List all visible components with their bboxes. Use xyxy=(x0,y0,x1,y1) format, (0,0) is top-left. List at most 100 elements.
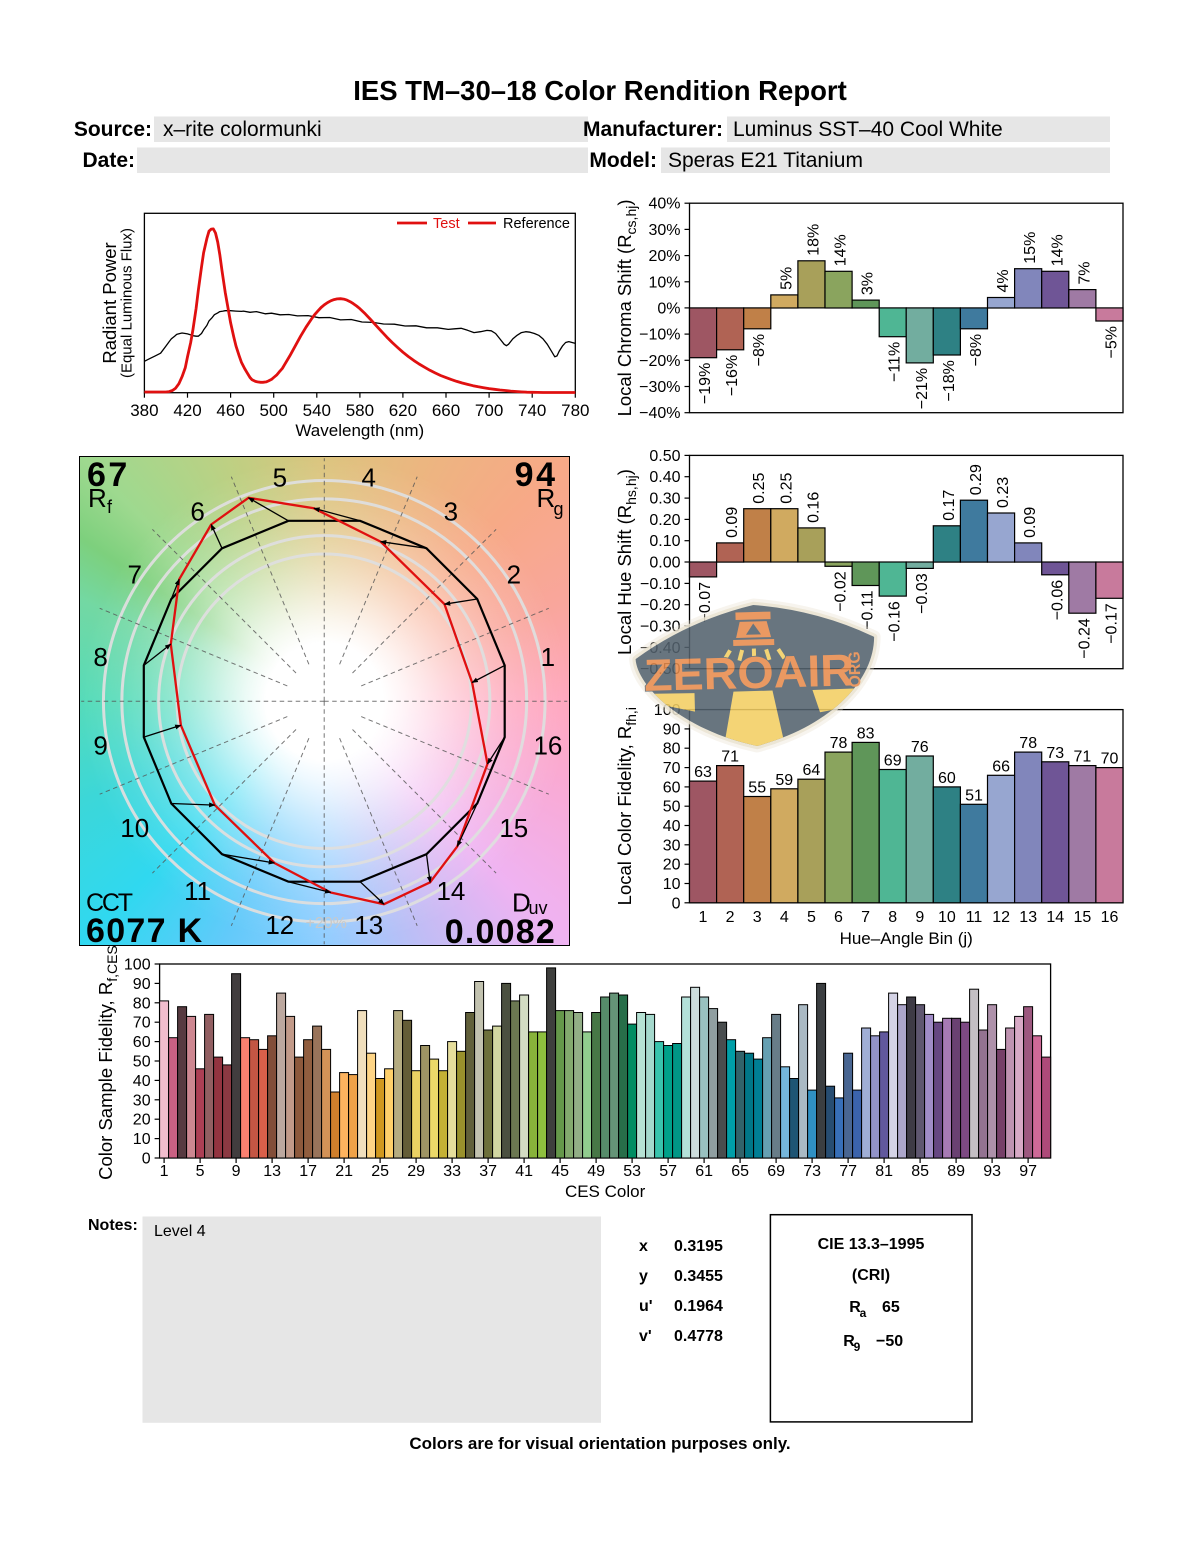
svg-text:18%: 18% xyxy=(805,224,822,256)
svg-text:Wavelength (nm): Wavelength (nm) xyxy=(295,421,424,440)
svg-text:0.30: 0.30 xyxy=(649,491,680,508)
svg-text:(Equal Luminous Flux): (Equal Luminous Flux) xyxy=(119,228,136,378)
svg-text:460: 460 xyxy=(216,401,244,420)
svg-text:−50: −50 xyxy=(876,1333,903,1350)
svg-text:Local Color Fidelity, Rfh,i: Local Color Fidelity, Rfh,i xyxy=(614,707,639,905)
svg-text:Luminus SST–40 Cool White: Luminus SST–40 Cool White xyxy=(733,118,1003,141)
svg-text:−0.06: −0.06 xyxy=(1049,580,1066,621)
svg-text:71: 71 xyxy=(1074,749,1092,766)
svg-text:12: 12 xyxy=(992,909,1010,926)
svg-text:Color Sample Fidelity, Rf,CESi: Color Sample Fidelity, Rf,CESi xyxy=(95,942,120,1180)
svg-text:78: 78 xyxy=(830,735,848,752)
svg-text:17: 17 xyxy=(299,1163,317,1180)
svg-text:90: 90 xyxy=(663,721,681,738)
svg-text:11: 11 xyxy=(184,875,211,905)
svg-text:0.20: 0.20 xyxy=(649,512,680,529)
svg-text:80: 80 xyxy=(663,741,681,758)
svg-text:7%: 7% xyxy=(1076,261,1093,284)
svg-text:−8%: −8% xyxy=(751,334,768,366)
svg-text:71: 71 xyxy=(721,749,739,766)
svg-text:21: 21 xyxy=(335,1163,353,1180)
svg-text:57: 57 xyxy=(659,1163,677,1180)
svg-text:16: 16 xyxy=(1101,909,1119,926)
svg-text:Notes:: Notes: xyxy=(88,1217,138,1234)
svg-text:93: 93 xyxy=(983,1163,1001,1180)
svg-text:60: 60 xyxy=(133,1034,151,1051)
svg-text:20: 20 xyxy=(133,1112,151,1129)
svg-text:a: a xyxy=(860,1306,867,1320)
svg-text:12: 12 xyxy=(265,909,294,939)
svg-text:−0.02: −0.02 xyxy=(833,571,850,612)
svg-text:2: 2 xyxy=(726,909,735,926)
svg-text:8: 8 xyxy=(888,909,897,926)
svg-text:20: 20 xyxy=(663,857,681,874)
svg-text:f: f xyxy=(107,497,113,517)
svg-text:85: 85 xyxy=(911,1163,929,1180)
svg-text:x–rite colormunki: x–rite colormunki xyxy=(163,118,322,141)
svg-text:89: 89 xyxy=(947,1163,965,1180)
svg-text:50: 50 xyxy=(133,1054,151,1071)
svg-text:Colors are for visual orientat: Colors are for visual orientation purpos… xyxy=(409,1434,790,1453)
svg-text:(CRI): (CRI) xyxy=(852,1267,890,1284)
svg-text:0: 0 xyxy=(142,1151,151,1168)
svg-text:15: 15 xyxy=(499,812,528,842)
svg-text:64: 64 xyxy=(803,762,821,779)
svg-text:0.40: 0.40 xyxy=(649,469,680,486)
svg-text:6: 6 xyxy=(834,909,843,926)
svg-text:0.00: 0.00 xyxy=(649,555,680,572)
svg-text:30%: 30% xyxy=(648,222,680,239)
svg-text:69: 69 xyxy=(767,1163,785,1180)
svg-text:5: 5 xyxy=(196,1163,205,1180)
svg-text:9: 9 xyxy=(93,730,107,760)
svg-text:50: 50 xyxy=(663,799,681,816)
svg-text:14: 14 xyxy=(436,875,465,905)
svg-text:14: 14 xyxy=(1046,909,1064,926)
svg-text:61: 61 xyxy=(695,1163,713,1180)
svg-text:5: 5 xyxy=(807,909,816,926)
svg-text:Level 4: Level 4 xyxy=(154,1223,206,1240)
svg-text:−5%: −5% xyxy=(1104,326,1121,358)
svg-text:69: 69 xyxy=(884,753,902,770)
svg-text:41: 41 xyxy=(515,1163,533,1180)
svg-text:30: 30 xyxy=(663,837,681,854)
svg-text:9: 9 xyxy=(854,1340,861,1354)
svg-text:10: 10 xyxy=(120,812,149,842)
svg-text:0.29: 0.29 xyxy=(968,464,985,495)
svg-text:10: 10 xyxy=(938,909,956,926)
svg-text:11: 11 xyxy=(966,909,983,926)
svg-text:78: 78 xyxy=(1019,735,1037,752)
svg-text:6077 K: 6077 K xyxy=(86,912,203,945)
svg-text:40%: 40% xyxy=(648,196,680,213)
svg-text:4: 4 xyxy=(780,909,789,926)
svg-text:−0.07: −0.07 xyxy=(697,582,714,623)
svg-text:10%: 10% xyxy=(648,274,680,291)
svg-text:−0.20: −0.20 xyxy=(640,597,681,614)
svg-text:25: 25 xyxy=(371,1163,389,1180)
svg-text:Model:: Model: xyxy=(589,149,657,172)
svg-text:55: 55 xyxy=(748,780,766,797)
svg-text:0%: 0% xyxy=(657,300,680,317)
svg-text:60: 60 xyxy=(938,770,956,787)
svg-text:33: 33 xyxy=(443,1163,461,1180)
svg-text:−8%: −8% xyxy=(968,334,985,366)
svg-text:9: 9 xyxy=(232,1163,241,1180)
svg-text:IES TM–30–18 Color Rendition R: IES TM–30–18 Color Rendition Report xyxy=(353,75,847,106)
svg-text:540: 540 xyxy=(303,401,331,420)
svg-text:D: D xyxy=(512,887,531,917)
svg-text:−16%: −16% xyxy=(724,355,741,396)
svg-text:−21%: −21% xyxy=(914,368,931,409)
svg-text:3: 3 xyxy=(444,496,458,526)
svg-text:v': v' xyxy=(639,1328,652,1345)
svg-text:81: 81 xyxy=(875,1163,893,1180)
svg-text:59: 59 xyxy=(775,772,793,789)
svg-text:0.10: 0.10 xyxy=(649,533,680,550)
svg-text:740: 740 xyxy=(518,401,546,420)
svg-text:Local Chroma Shift (Rcs,hj): Local Chroma Shift (Rcs,hj) xyxy=(614,199,639,416)
svg-text:x: x xyxy=(639,1238,648,1255)
svg-text:500: 500 xyxy=(260,401,288,420)
svg-text:80: 80 xyxy=(133,995,151,1012)
svg-text:700: 700 xyxy=(475,401,503,420)
svg-text:5: 5 xyxy=(273,462,287,492)
svg-text:51: 51 xyxy=(965,787,983,804)
svg-text:0.23: 0.23 xyxy=(995,477,1012,508)
